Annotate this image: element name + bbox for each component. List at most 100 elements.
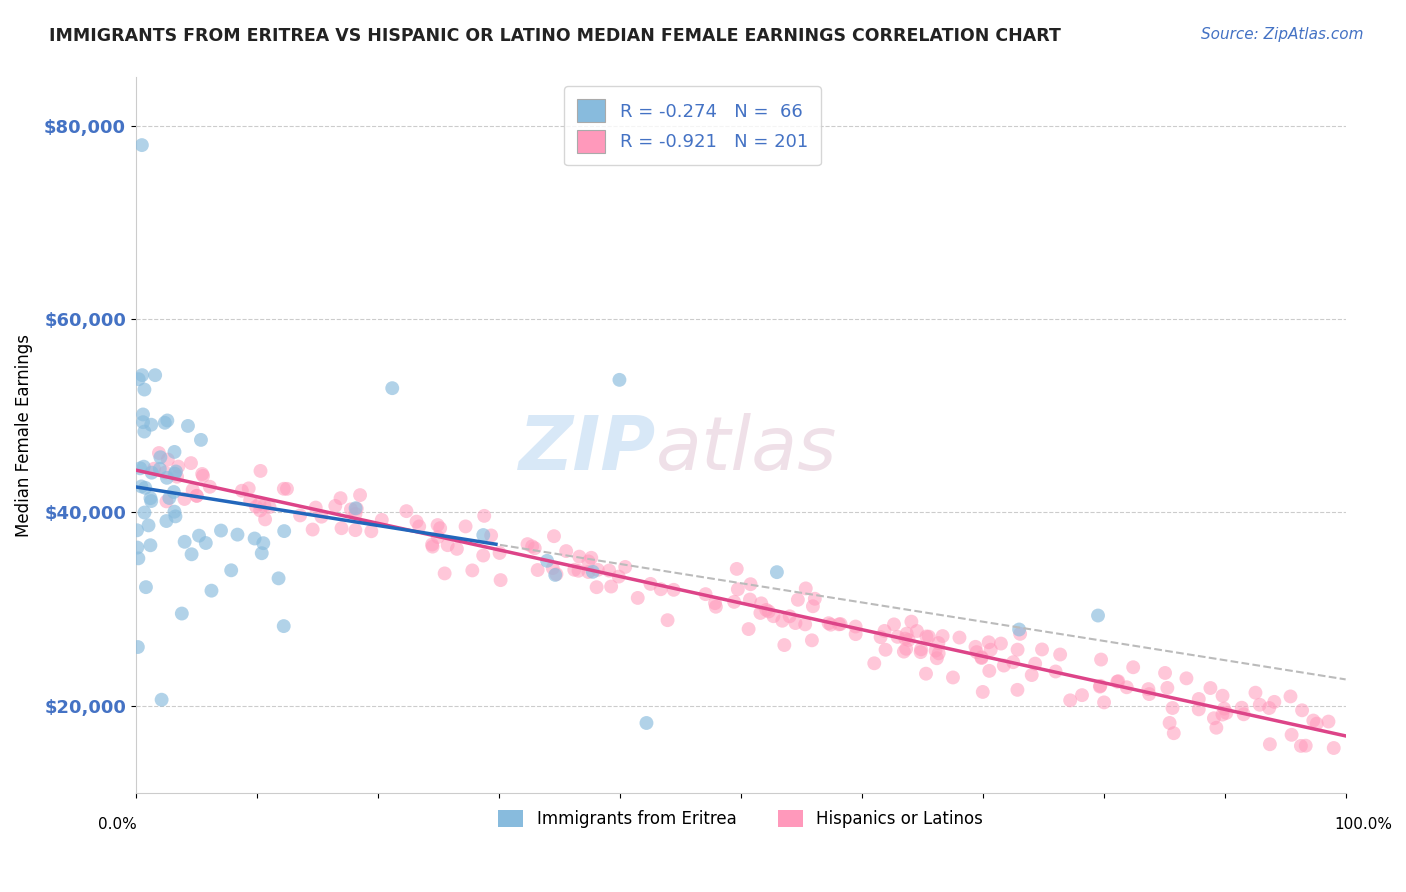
- Point: [243, 532, 266, 546]
- Point: [1188, 702, 1211, 716]
- Point: [155, 494, 177, 508]
- Point: [1088, 680, 1111, 694]
- Point: [191, 468, 214, 483]
- Point: [893, 645, 915, 659]
- Point: [249, 503, 271, 517]
- Point: [1233, 707, 1256, 722]
- Point: [408, 519, 430, 533]
- Point: [259, 500, 281, 514]
- Point: [640, 577, 662, 591]
- Point: [273, 524, 295, 538]
- Point: [253, 499, 276, 513]
- Point: [436, 538, 458, 552]
- Point: [461, 563, 484, 577]
- Point: [600, 580, 623, 594]
- Text: Source: ZipAtlas.com: Source: ZipAtlas.com: [1201, 27, 1364, 42]
- Point: [1090, 679, 1112, 693]
- Point: [869, 630, 891, 644]
- Point: [249, 464, 271, 478]
- Point: [546, 567, 568, 582]
- Point: [426, 518, 449, 533]
- Point: [990, 636, 1012, 650]
- Point: [1107, 674, 1129, 689]
- Point: [773, 638, 796, 652]
- Point: [586, 563, 609, 577]
- Point: [543, 529, 565, 543]
- Point: [662, 582, 685, 597]
- Text: ZIP: ZIP: [519, 413, 657, 486]
- Point: [131, 479, 153, 493]
- Point: [762, 609, 785, 624]
- Point: [801, 599, 824, 614]
- Point: [165, 465, 187, 479]
- Text: atlas: atlas: [657, 413, 838, 485]
- Point: [198, 480, 221, 494]
- Point: [163, 445, 186, 459]
- Point: [1302, 714, 1324, 728]
- Point: [636, 716, 658, 731]
- Point: [845, 619, 868, 633]
- Point: [139, 491, 162, 505]
- Point: [918, 630, 941, 644]
- Point: [346, 501, 368, 516]
- Point: [1008, 623, 1031, 637]
- Point: [1010, 627, 1032, 641]
- Point: [695, 587, 717, 601]
- Point: [1059, 693, 1081, 707]
- Point: [239, 493, 262, 508]
- Point: [897, 632, 920, 647]
- Point: [276, 482, 298, 496]
- Point: [1156, 681, 1178, 695]
- Point: [779, 609, 801, 624]
- Point: [758, 605, 780, 619]
- Point: [150, 692, 173, 706]
- Point: [1213, 701, 1236, 715]
- Point: [970, 650, 993, 665]
- Point: [965, 640, 987, 654]
- Point: [134, 383, 156, 397]
- Point: [1007, 682, 1029, 697]
- Point: [828, 617, 851, 632]
- Point: [134, 506, 156, 520]
- Point: [180, 456, 202, 470]
- Point: [725, 562, 748, 576]
- Point: [585, 580, 607, 594]
- Point: [1291, 703, 1313, 717]
- Point: [127, 551, 149, 566]
- Point: [614, 560, 637, 574]
- Point: [883, 617, 905, 632]
- Point: [905, 624, 928, 638]
- Point: [800, 633, 823, 648]
- Point: [226, 527, 249, 541]
- Point: [238, 482, 260, 496]
- Point: [405, 515, 427, 529]
- Text: 100.0%: 100.0%: [1334, 817, 1393, 832]
- Point: [344, 501, 367, 516]
- Point: [173, 534, 195, 549]
- Point: [273, 482, 295, 496]
- Point: [433, 566, 456, 581]
- Point: [134, 425, 156, 439]
- Point: [149, 462, 172, 476]
- Point: [1159, 715, 1181, 730]
- Point: [181, 483, 204, 497]
- Point: [426, 530, 449, 544]
- Point: [157, 491, 180, 505]
- Point: [422, 540, 444, 554]
- Point: [127, 640, 149, 654]
- Point: [128, 372, 150, 386]
- Point: [873, 624, 896, 638]
- Point: [520, 540, 543, 554]
- Point: [1258, 701, 1281, 715]
- Point: [567, 564, 589, 578]
- Point: [186, 489, 208, 503]
- Point: [344, 507, 367, 521]
- Point: [381, 381, 404, 395]
- Point: [1289, 739, 1312, 753]
- Point: [1295, 739, 1317, 753]
- Point: [1212, 689, 1234, 703]
- Point: [301, 523, 323, 537]
- Point: [323, 499, 346, 513]
- Point: [581, 550, 603, 565]
- Point: [252, 536, 274, 550]
